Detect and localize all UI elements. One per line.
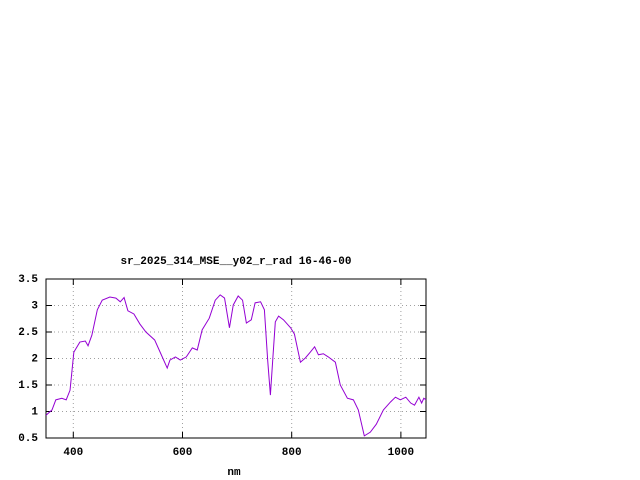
- data-line: [45, 294, 427, 437]
- chart-title: sr_2025_314_MSE__y02_r_rad 16-46-00: [120, 256, 351, 268]
- y-tick-label: 2: [31, 353, 38, 365]
- plot-frame: [45, 278, 427, 439]
- x-tick-label: 800: [282, 447, 302, 459]
- x-tick-label: 400: [63, 447, 83, 459]
- x-axis-label: nm: [227, 467, 241, 479]
- y-tick-label: 2.5: [18, 327, 38, 339]
- x-tick-label: 1000: [388, 447, 414, 459]
- y-tick-label: 0.5: [18, 433, 38, 445]
- x-tick-label: 600: [173, 447, 193, 459]
- y-tick-label: 3.5: [18, 274, 38, 286]
- y-tick-label: 1: [31, 406, 38, 418]
- y-tick-label: 1.5: [18, 380, 38, 392]
- y-tick-label: 3: [31, 300, 38, 312]
